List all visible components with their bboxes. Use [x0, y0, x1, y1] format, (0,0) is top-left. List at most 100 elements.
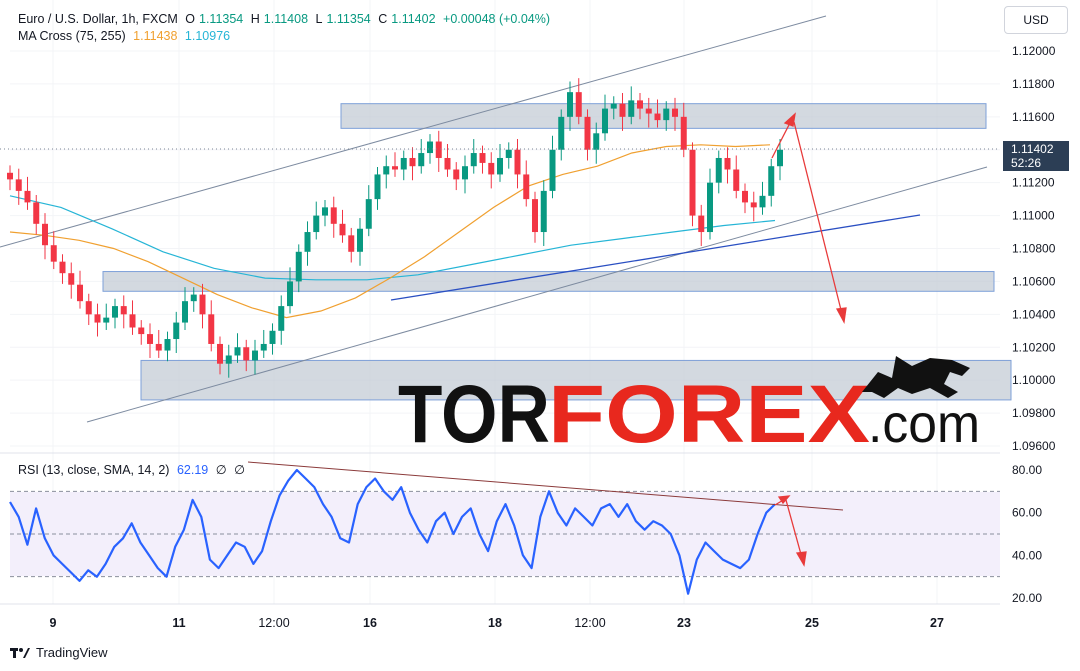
candle-body — [348, 235, 355, 252]
ohlc-open: O 1.11354 — [185, 12, 244, 26]
candle-body — [147, 334, 153, 344]
price-change: +0.00048 (+0.04%) — [443, 12, 551, 26]
candle-body — [777, 149, 783, 167]
rsi-axis[interactable]: 80.00 60.00 40.00 20.00 — [1012, 463, 1042, 605]
candle-body — [15, 179, 22, 191]
candle-body — [357, 228, 363, 252]
candle-body — [645, 108, 652, 114]
candle-body — [138, 327, 145, 335]
candle-body — [724, 157, 731, 170]
time-axis[interactable]: 9 11 12:00 16 18 12:00 23 25 27 — [50, 616, 944, 630]
candle-body — [470, 153, 477, 167]
watermark-com: .com — [868, 394, 980, 454]
rsi-extra-1: ∅ — [215, 463, 227, 477]
candle-body — [120, 306, 127, 315]
trend-lines — [0, 15, 988, 423]
support-resistance-zones — [102, 103, 1012, 401]
candle-body — [418, 153, 425, 167]
price-tick-label: 1.10800 — [1012, 242, 1056, 256]
candle-body — [532, 199, 538, 233]
candle-body — [383, 166, 390, 175]
candle-body — [182, 301, 188, 323]
ma-fast-value: 1.11438 — [133, 29, 178, 43]
forecast-arrows — [771, 112, 847, 325]
candle-body — [7, 172, 13, 180]
tradingview-brand[interactable]: TradingView — [36, 645, 108, 660]
symbol-title[interactable]: Euro / U.S. Dollar, 1h, FXCM — [18, 12, 178, 26]
rsi-extra-2: ∅ — [234, 463, 245, 477]
ma-slow-value: 1.10976 — [184, 29, 231, 43]
candle-body — [260, 343, 267, 351]
candle-body — [330, 207, 337, 224]
ohlc-high: H 1.11408 — [250, 12, 309, 26]
candle-body — [208, 314, 215, 344]
rsi-arrow-down-line — [785, 499, 803, 559]
candle-body — [85, 301, 92, 315]
currency-button[interactable]: USD — [1004, 6, 1068, 34]
candle-body — [77, 284, 83, 302]
ma-fast-line — [9, 144, 771, 319]
candle-body — [768, 166, 775, 196]
candle-body — [435, 141, 442, 158]
candle-body — [129, 314, 136, 328]
candle-body — [217, 343, 223, 364]
candle-body — [549, 149, 556, 191]
candle-body — [567, 92, 573, 117]
rsi-value: 62.19 — [176, 463, 209, 477]
rsi-bands — [10, 490, 1000, 578]
candle-body — [409, 157, 416, 167]
price-tick-label: 1.10400 — [1012, 307, 1056, 321]
rsi-arrow-up-head — [777, 495, 791, 505]
candle-body — [400, 157, 407, 170]
candle-body — [339, 223, 346, 236]
candle-body — [313, 215, 320, 233]
candle-body — [59, 261, 66, 274]
candle-body — [707, 182, 713, 233]
time-tick-label: 25 — [805, 616, 819, 630]
price-tick-label: 1.09600 — [1012, 439, 1056, 453]
candle-body — [225, 355, 232, 364]
candle-body — [558, 116, 565, 150]
arrow-down-head — [835, 307, 847, 325]
candle-body — [663, 108, 670, 121]
price-tick-label: 1.11200 — [1012, 176, 1055, 190]
candle-body — [94, 314, 101, 323]
price-tick-label: 1.10600 — [1012, 274, 1056, 288]
candle-body — [488, 162, 495, 175]
candle-body — [602, 108, 608, 134]
ma-title[interactable]: MA Cross (75, 255) — [18, 29, 126, 43]
candle-body — [680, 116, 687, 150]
candle-body — [444, 157, 451, 170]
candle-body — [733, 169, 740, 191]
price-tick-label: 1.12000 — [1012, 44, 1056, 58]
time-tick-label: 12:00 — [574, 616, 605, 630]
candle-body — [497, 157, 503, 175]
tradingview-logo-icon — [10, 647, 30, 658]
candle-body — [24, 190, 31, 203]
time-tick-label: 27 — [930, 616, 944, 630]
rsi-arrows — [774, 495, 807, 567]
candle-body — [278, 306, 285, 331]
time-tick-label: 16 — [363, 616, 377, 630]
candle-body — [33, 202, 40, 224]
arrow-up-head — [783, 112, 796, 127]
candle-body — [50, 245, 57, 262]
candle-body — [715, 157, 722, 183]
ma-legend: MA Cross (75, 255) 1.11438 1.10976 — [18, 29, 234, 43]
candle-body — [199, 294, 206, 315]
candle-body — [619, 103, 626, 117]
price-tick-label: 1.10200 — [1012, 340, 1056, 354]
candle-body — [269, 330, 276, 344]
arrow-down-line — [793, 121, 843, 315]
rsi-arrow-down-head — [795, 551, 807, 567]
zone-3 — [140, 359, 1012, 401]
price-tick-label: 1.11600 — [1012, 110, 1055, 124]
price-axis[interactable]: 1.120001.118001.116001.114001.112001.110… — [1012, 44, 1056, 453]
candle-body — [514, 149, 521, 175]
candlesticks — [7, 78, 783, 378]
candle-body — [42, 223, 48, 246]
footer: TradingView — [10, 645, 108, 660]
rsi-title[interactable]: RSI (13, close, SMA, 14, 2) — [18, 463, 170, 477]
